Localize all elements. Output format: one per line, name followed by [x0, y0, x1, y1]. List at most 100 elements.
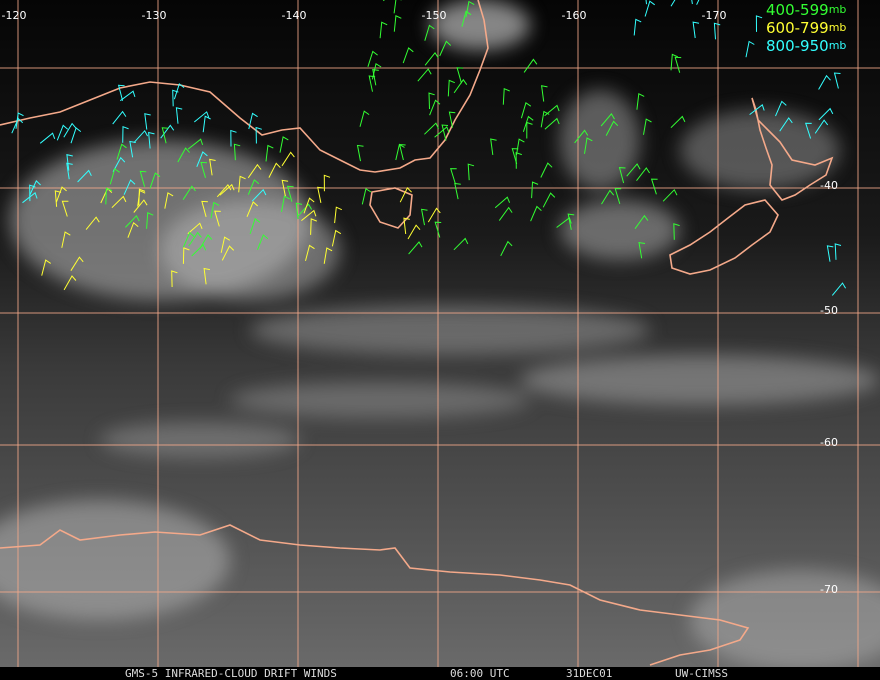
wind-barb	[541, 85, 548, 102]
coastline-antarctica	[0, 524, 750, 666]
wind-barb	[424, 24, 435, 41]
wind-barb	[133, 199, 148, 213]
wind-barb	[233, 143, 241, 161]
wind-barb	[310, 218, 317, 235]
footer: GMS-5 INFRARED-CLOUD DRIFT WINDS 06:00 U…	[125, 667, 728, 680]
legend-range: 600-799	[766, 19, 829, 37]
wind-barb	[305, 244, 315, 262]
longitude-label: -130	[142, 9, 167, 22]
latitude-label: -70	[820, 583, 838, 596]
wind-barb	[755, 15, 763, 32]
wind-barb	[148, 131, 155, 149]
wind-barb	[567, 213, 575, 230]
wind-barb	[461, 10, 472, 27]
footer-product: GMS-5 INFRARED-CLOUD DRIFT WINDS	[125, 667, 337, 680]
wind-barb	[500, 240, 513, 257]
wind-barb	[584, 137, 593, 154]
coastline-nz-south	[669, 199, 779, 275]
longitude-label: -120	[2, 9, 27, 22]
wind-barb	[182, 185, 196, 200]
wind-barb	[805, 122, 812, 139]
wind-barb	[334, 206, 343, 224]
wind-barb	[323, 247, 333, 264]
wind-barb	[450, 168, 457, 185]
wind-barb	[516, 138, 525, 156]
wind-barb	[111, 195, 127, 209]
wind-barb	[281, 195, 290, 212]
wind-barb	[221, 245, 235, 261]
wind-barb	[441, 124, 449, 141]
legend-range: 400-599	[766, 1, 829, 19]
legend-unit: mb	[829, 3, 847, 16]
wind-barb	[379, 21, 388, 39]
wind-barb	[544, 117, 560, 130]
wind-barb	[255, 126, 262, 144]
wind-barb	[281, 179, 289, 197]
wind-barb	[77, 169, 92, 183]
wind-barb	[490, 138, 497, 155]
wind-barb	[187, 138, 204, 150]
wind-barb	[66, 162, 73, 180]
wind-barb	[638, 242, 646, 259]
wind-barb	[303, 197, 315, 214]
wind-barb	[182, 231, 195, 248]
wind-barb	[66, 154, 73, 171]
wind-barb	[408, 241, 423, 255]
wind-barb	[626, 163, 641, 177]
wind-barb	[662, 188, 678, 202]
wind-barb	[246, 201, 259, 217]
wind-barb	[618, 167, 626, 184]
wind-barb	[125, 214, 140, 228]
wind-barb	[230, 129, 237, 147]
wind-barb	[171, 270, 178, 288]
wind-barb	[434, 126, 450, 138]
wind-barb	[200, 161, 208, 178]
wind-barb	[29, 180, 41, 196]
wind-barb	[41, 259, 51, 276]
wind-barb	[634, 214, 649, 229]
coastline-nz-north	[751, 97, 834, 201]
wind-barb	[173, 83, 185, 100]
wind-barb	[11, 117, 24, 134]
legend-entry: 600-799mb	[766, 19, 846, 37]
wind-barb	[55, 186, 67, 203]
wind-barb	[407, 224, 421, 240]
wind-barb	[361, 188, 372, 205]
wind-barb	[63, 275, 77, 291]
wind-barb	[834, 243, 842, 260]
wind-barb	[427, 207, 441, 223]
wind-barb	[614, 188, 622, 205]
wind-barb	[393, 15, 402, 32]
wind-barb	[112, 156, 126, 172]
wind-barb	[605, 120, 619, 136]
wind-barb	[164, 192, 174, 209]
wind-barb	[281, 151, 295, 167]
wind-barb	[540, 162, 553, 178]
wind-barb	[120, 90, 136, 102]
wind-barb	[633, 18, 642, 36]
wind-barb	[403, 217, 410, 235]
wind-barb	[172, 89, 179, 107]
wind-barb	[54, 190, 62, 207]
wind-barb	[149, 172, 161, 189]
latitude-label: -40	[820, 179, 838, 192]
wind-barb	[650, 178, 658, 195]
wind-barb	[122, 125, 129, 143]
wind-barb	[196, 151, 208, 167]
wind-barb	[356, 144, 364, 162]
wind-barb	[402, 47, 414, 64]
wind-barb	[22, 191, 38, 204]
wind-barb	[447, 79, 455, 97]
wind-barb	[139, 170, 147, 187]
wind-barb	[182, 247, 190, 264]
wind-barb	[643, 118, 652, 135]
wind-barb	[779, 117, 793, 132]
latitude-labels: -40 -50 -60 -70	[820, 179, 838, 596]
wind-barb	[434, 221, 442, 238]
wind-barb	[286, 185, 294, 202]
footer-bar	[0, 667, 880, 680]
wind-barb	[826, 245, 834, 262]
wind-barb	[247, 163, 262, 179]
wind-barb	[439, 40, 452, 57]
